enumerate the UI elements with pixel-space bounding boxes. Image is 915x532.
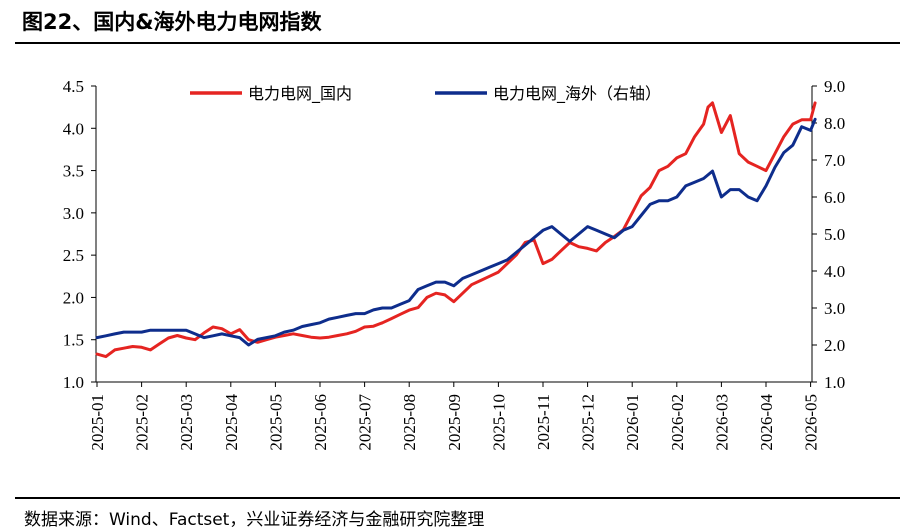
x-tick-label: 2025-06 <box>311 394 330 451</box>
x-tick-label: 2026-01 <box>623 394 642 451</box>
right-tick-label: 9.0 <box>824 77 845 96</box>
right-tick-label: 2.0 <box>824 336 845 355</box>
right-tick-label: 7.0 <box>824 151 845 170</box>
series-line-overseas <box>95 117 817 347</box>
x-tick-label: 2026-03 <box>712 394 731 451</box>
left-tick-label: 3.5 <box>63 162 84 181</box>
left-tick-label: 4.5 <box>63 77 84 96</box>
chart-legend: 电力电网_国内 电力电网_海外（右轴） <box>190 84 661 104</box>
source-divider <box>15 497 900 499</box>
x-tick-label: 2026-04 <box>757 394 776 451</box>
x-tick-label: 2025-04 <box>222 394 241 451</box>
chart-axes: 1.0 1.5 2.0 2.5 3.0 3.5 4.0 4.5 1.0 2.0 3.0 4.0 5.0 6… <box>63 77 846 451</box>
left-tick-label: 2.0 <box>63 288 84 307</box>
x-tick-label: 2025-08 <box>400 394 419 451</box>
left-tick-label: 2.5 <box>63 246 84 265</box>
x-tick-label: 2025-01 <box>88 394 107 451</box>
right-tick-label: 3.0 <box>824 299 845 318</box>
right-tick-label: 1.0 <box>824 373 845 392</box>
legend-label: 电力电网_海外（右轴） <box>493 84 661 104</box>
right-tick-label: 6.0 <box>824 188 845 207</box>
legend-label: 电力电网_国内 <box>248 84 352 104</box>
right-tick-label: 8.0 <box>824 114 845 133</box>
x-tick-label: 2025-12 <box>579 394 598 451</box>
x-tick-label: 2025-02 <box>133 394 152 451</box>
left-tick-label: 1.0 <box>63 373 84 392</box>
right-tick-label: 4.0 <box>824 262 845 281</box>
chart-series <box>95 101 817 359</box>
x-tick-label: 2026-05 <box>802 394 821 451</box>
right-tick-label: 5.0 <box>824 225 845 244</box>
left-tick-label: 1.5 <box>63 331 84 350</box>
x-tick-label: 2025-11 <box>534 394 553 450</box>
title-divider <box>15 42 900 44</box>
x-tick-label: 2026-02 <box>668 394 687 451</box>
series-line-domestic <box>95 101 817 359</box>
x-tick-label: 2025-10 <box>489 394 508 451</box>
x-tick-label: 2025-03 <box>177 394 196 451</box>
left-tick-label: 3.0 <box>63 204 84 223</box>
x-tick-label: 2025-09 <box>445 394 464 451</box>
chart-title: 图22、国内&海外电力电网指数 <box>22 10 322 34</box>
x-tick-label: 2025-05 <box>266 394 285 451</box>
source-note: 数据来源：Wind、Factset，兴业证券经济与金融研究院整理 <box>24 510 485 530</box>
line-chart: 1.0 1.5 2.0 2.5 3.0 3.5 4.0 4.5 1.0 2.0 3.0 4.0 5.0 6… <box>63 77 846 451</box>
left-tick-label: 4.0 <box>63 119 84 138</box>
x-tick-label: 2025-07 <box>356 394 375 451</box>
